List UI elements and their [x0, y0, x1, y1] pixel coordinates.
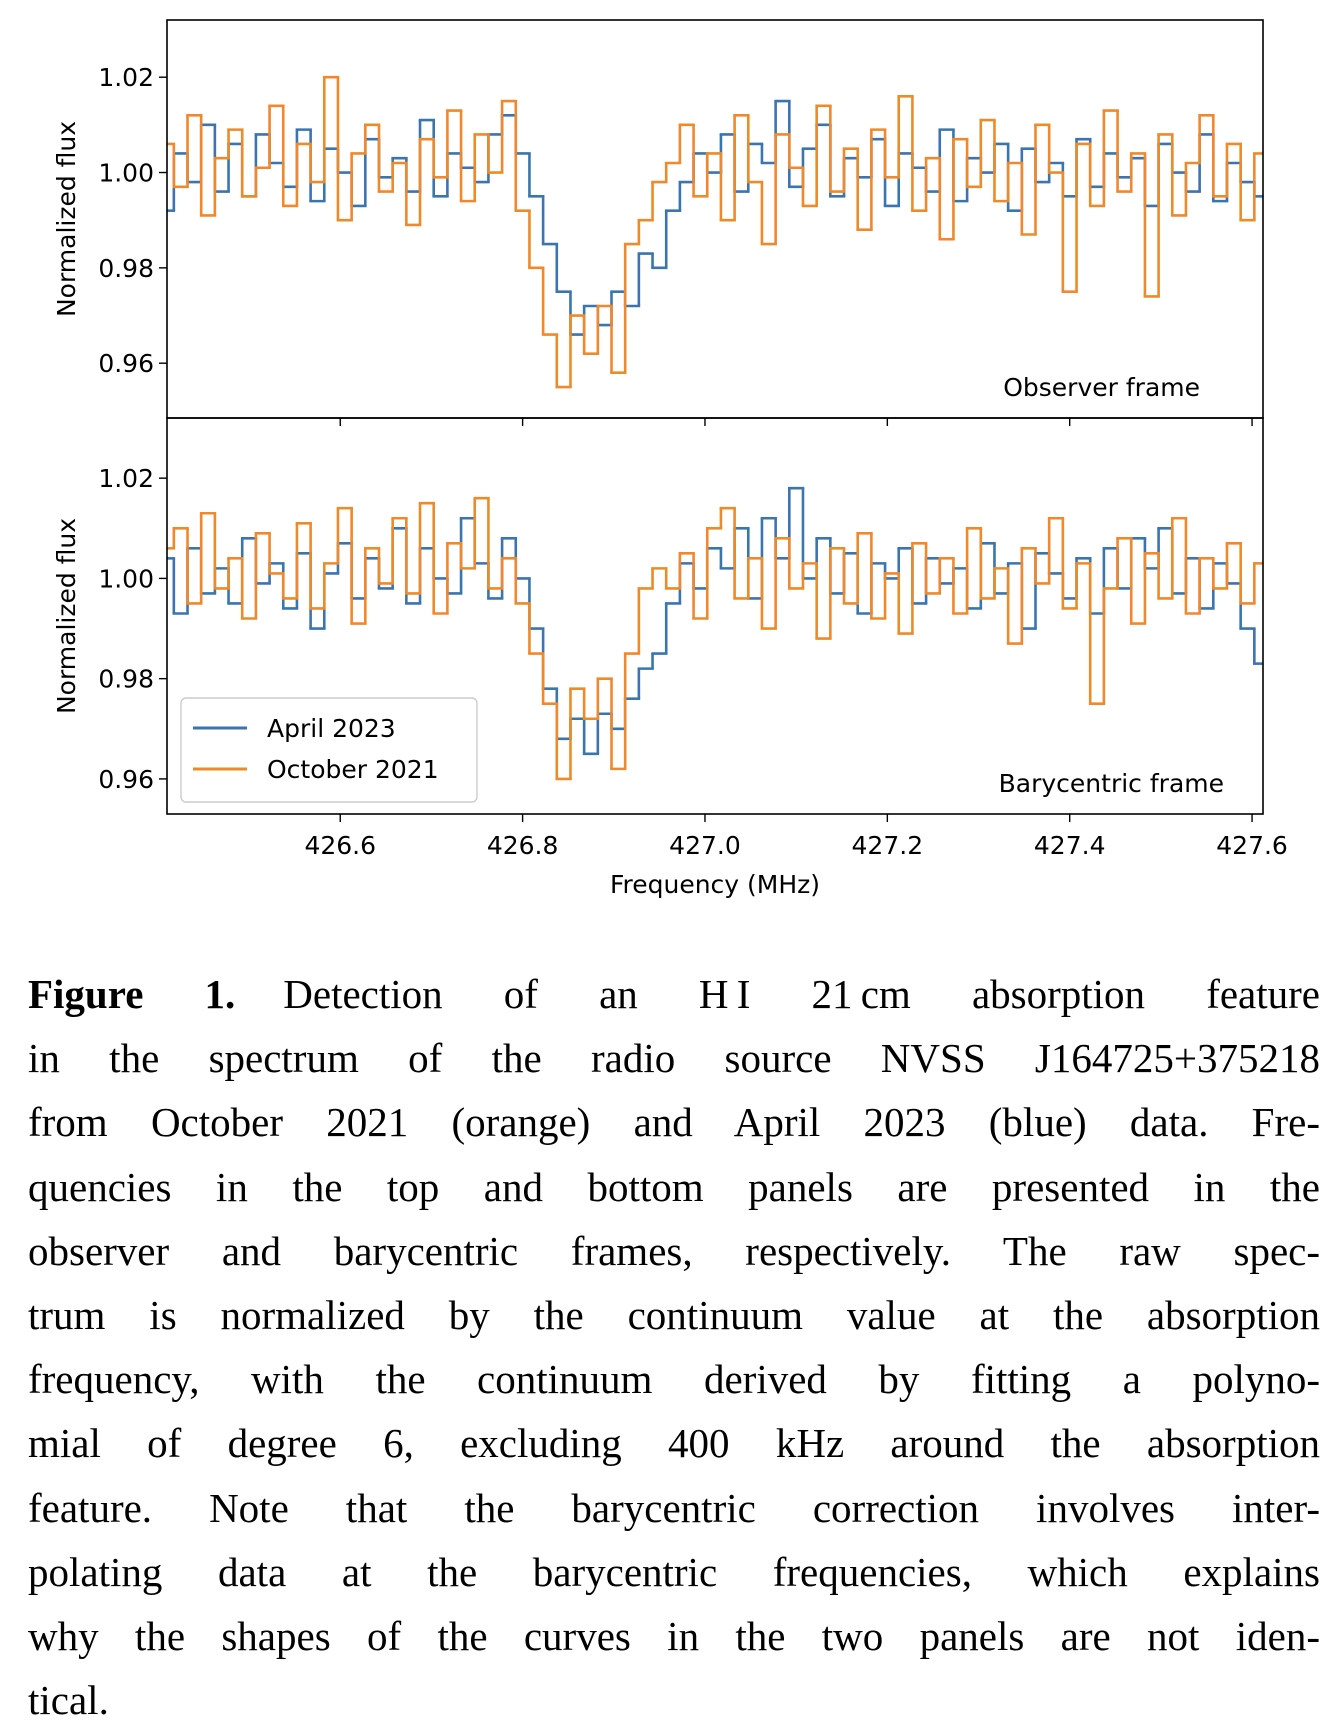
caption-line: in the spectrum of the radio source NVSS… — [28, 1026, 1320, 1090]
caption-line: frequency, with the continuum derived by… — [28, 1347, 1320, 1411]
caption-label: Figure 1. — [28, 971, 236, 1017]
y-axis-label: Normalized flux — [52, 121, 81, 317]
caption-text: polating data at the barycentric frequen… — [28, 1548, 1320, 1595]
caption-line: tical. — [28, 1668, 1320, 1732]
caption-line: feature. Note that the barycentric corre… — [28, 1476, 1320, 1540]
x-tick-label: 427.2 — [852, 831, 924, 860]
caption: Figure 1. Detection of an H I 21 cm absor… — [28, 962, 1320, 1732]
annotation: Observer frame — [1003, 373, 1200, 402]
y-tick-label: 1.00 — [98, 564, 154, 593]
legend-box — [180, 697, 478, 803]
caption-line: Figure 1. Detection of an H I 21 cm absor… — [28, 962, 1320, 1026]
caption-text: observer and barycentric frames, respect… — [28, 1227, 1320, 1274]
caption-text: mial of degree 6, excluding 400 kHz arou… — [28, 1420, 1320, 1467]
y-tick-label: 1.02 — [98, 464, 154, 493]
caption-line: from October 2021 (orange) and April 202… — [28, 1090, 1320, 1154]
y-tick-label: 0.96 — [98, 349, 154, 378]
caption-text: from October 2021 (orange) and April 202… — [28, 1099, 1320, 1146]
caption-line: mial of degree 6, excluding 400 kHz arou… — [28, 1411, 1320, 1475]
y-tick-label: 1.02 — [98, 63, 154, 92]
axes-frame — [166, 417, 1264, 815]
y-axis-label: Normalized flux — [52, 518, 81, 714]
x-tick-label: 427.0 — [669, 831, 741, 860]
step-connector — [172, 101, 1256, 335]
caption-line: trum is normalized by the continuum valu… — [28, 1283, 1320, 1347]
caption-text: quencies in the top and bottom panels ar… — [28, 1163, 1320, 1210]
axes-frame — [166, 19, 1264, 419]
x-tick-label: 426.8 — [487, 831, 559, 860]
y-tick-label: 0.96 — [98, 765, 154, 794]
caption-text: in the spectrum of the radio source NVSS… — [28, 1035, 1320, 1082]
y-tick-label: 0.98 — [98, 254, 154, 283]
caption-text: trum is normalized by the continuum valu… — [28, 1292, 1320, 1339]
plot-area — [167, 486, 1263, 781]
caption-line: quencies in the top and bottom panels ar… — [28, 1155, 1320, 1219]
x-tick-label: 427.6 — [1216, 831, 1288, 860]
caption-line: observer and barycentric frames, respect… — [28, 1219, 1320, 1283]
caption-line: why the shapes of the curves in the two … — [28, 1604, 1320, 1668]
caption-text: tical. — [28, 1677, 109, 1724]
caption-text: why the shapes of the curves in the two … — [28, 1613, 1320, 1660]
legend-label: October 2021 — [267, 755, 439, 784]
plot-area — [167, 75, 1263, 389]
y-tick-label: 1.00 — [98, 159, 154, 188]
caption-text: frequency, with the continuum derived by… — [28, 1356, 1320, 1403]
x-axis-label: Frequency (MHz) — [610, 870, 820, 899]
caption-line: polating data at the barycentric frequen… — [28, 1540, 1320, 1604]
figure: 0.96 0.98 1.00 1.02 Normalized flux Observer … — [52, 19, 1288, 899]
step-connector — [172, 498, 1256, 779]
y-tick-label: 0.98 — [98, 665, 154, 694]
caption-text: Detection of an H I 21 cm absorption fea… — [283, 971, 1320, 1017]
caption-text: feature. Note that the barycentric corre… — [28, 1484, 1320, 1531]
legend-label: April 2023 — [267, 714, 396, 743]
step-connector — [172, 77, 1256, 388]
x-tick-label: 426.6 — [304, 831, 376, 860]
x-tick-label: 427.4 — [1034, 831, 1106, 860]
annotation: Barycentric frame — [999, 769, 1224, 798]
